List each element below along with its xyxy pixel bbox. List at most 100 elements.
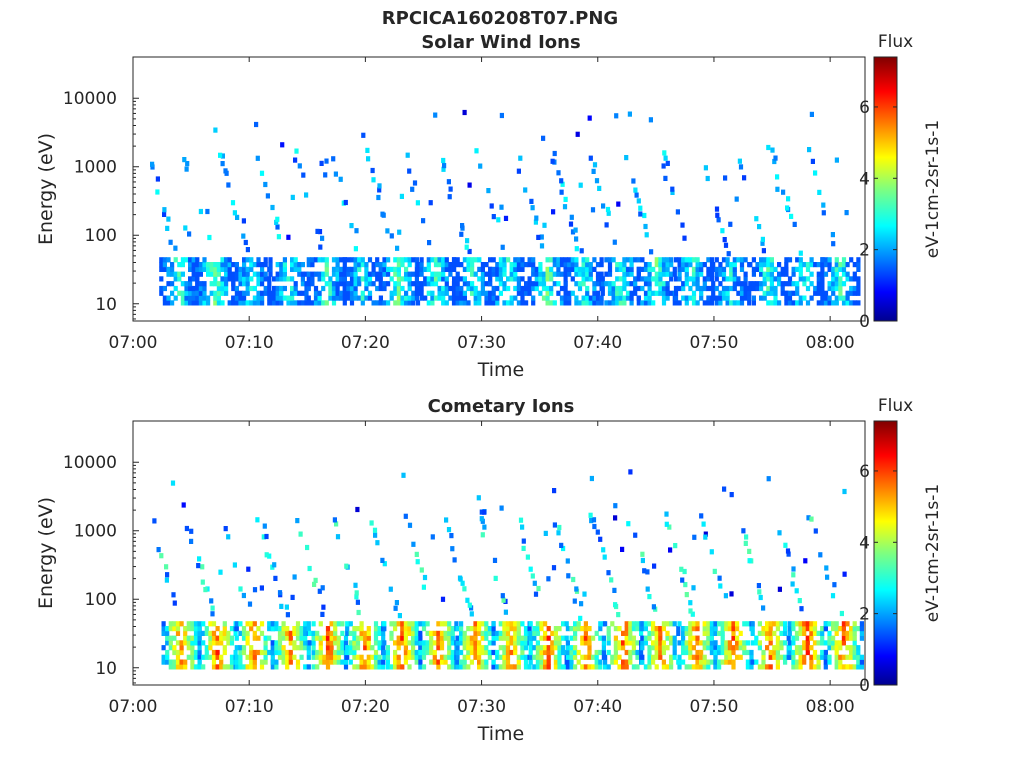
flux-cell [691, 585, 696, 591]
flux-cell [786, 196, 791, 202]
flux-cell [795, 281, 800, 287]
flux-cell [441, 276, 446, 282]
flux-cell [654, 626, 659, 632]
flux-cell [597, 185, 602, 191]
flux-cell [400, 640, 405, 646]
flux-cell [177, 271, 182, 277]
flux-cell [366, 664, 371, 670]
flux-cell [794, 635, 800, 641]
flux-cell [761, 630, 766, 636]
flux-cell [611, 300, 616, 306]
flux-cell [173, 295, 178, 301]
flux-cell [812, 630, 818, 636]
flux-cell [450, 640, 455, 646]
flux-cell [452, 295, 457, 301]
flux-cell [373, 532, 378, 538]
flux-cell [559, 262, 565, 268]
flux-cell [396, 664, 401, 670]
flux-cell [711, 266, 716, 272]
flux-cell [321, 300, 326, 306]
flux-cell [677, 654, 682, 660]
flux-cell [455, 262, 460, 268]
flux-cell [787, 630, 792, 636]
flux-cell [193, 640, 199, 646]
flux-cell [720, 640, 725, 646]
flux-cell [516, 262, 521, 268]
flux-cell [563, 196, 568, 202]
flux-cell [245, 285, 250, 292]
flux-cell [168, 239, 173, 245]
flux-cell [622, 271, 627, 277]
flux-cell [551, 209, 556, 215]
flux-cell [275, 262, 280, 268]
flux-cell [509, 664, 514, 670]
flux-cell [727, 654, 732, 660]
flux-cell [480, 649, 485, 656]
flux-cell [349, 271, 355, 277]
flux-cell [729, 271, 734, 277]
flux-cell [784, 257, 789, 263]
flux-cell [469, 605, 474, 611]
flux-cell [197, 640, 202, 646]
flux-cell [480, 276, 485, 282]
flux-cell [635, 649, 640, 656]
flux-cell [260, 300, 265, 306]
flux-cell [498, 630, 503, 636]
flux-cell [279, 295, 284, 301]
flux-cell [159, 553, 164, 559]
flux-cell [691, 635, 696, 641]
flux-cell [479, 509, 484, 515]
flux-cell [574, 300, 579, 306]
flux-cell [600, 281, 605, 287]
flux-cell [658, 635, 663, 641]
flux-cell [600, 276, 605, 282]
flux-cell [563, 285, 568, 292]
flux-cell [195, 257, 200, 263]
flux-cell [538, 281, 543, 287]
flux-cell [245, 266, 250, 272]
flux-cell [238, 295, 243, 301]
flux-cell [748, 285, 753, 292]
flux-cell [184, 257, 189, 263]
flux-cell [195, 266, 200, 272]
flux-cell [159, 257, 164, 263]
x-tick-label: 07:30 [457, 697, 506, 717]
flux-cell [209, 290, 214, 296]
flux-cell [549, 266, 554, 272]
flux-cell [585, 257, 590, 263]
flux-cell [611, 285, 616, 292]
flux-cell [849, 300, 854, 306]
flux-cell [743, 271, 748, 277]
flux-cell [658, 626, 663, 632]
flux-cell [809, 621, 814, 627]
flux-cell [628, 630, 633, 636]
flux-cell [759, 262, 764, 268]
flux-cell [252, 285, 257, 292]
flux-cell [709, 549, 714, 555]
flux-cell [556, 281, 561, 287]
flux-cell [557, 659, 562, 665]
flux-cell [636, 276, 641, 282]
flux-cell [527, 257, 532, 263]
flux-cell [204, 630, 209, 636]
flux-cell [386, 257, 391, 263]
flux-cell [386, 281, 391, 287]
flux-cell [535, 649, 540, 656]
flux-cell [201, 621, 206, 627]
flux-cell [168, 621, 173, 627]
flux-cell [452, 300, 457, 306]
flux-cell [613, 654, 618, 660]
flux-cell [275, 216, 280, 222]
flux-cell [318, 635, 323, 641]
flux-cell [353, 257, 358, 263]
flux-cell [447, 635, 452, 641]
flux-cell [784, 290, 789, 296]
flux-cell [335, 271, 340, 277]
flux-cell [734, 196, 739, 202]
flux-cell [267, 281, 272, 287]
flux-cell [661, 621, 666, 627]
flux-cell [224, 271, 229, 277]
flux-cell [509, 262, 514, 268]
flux-cell [509, 295, 514, 301]
flux-cell [407, 664, 412, 670]
